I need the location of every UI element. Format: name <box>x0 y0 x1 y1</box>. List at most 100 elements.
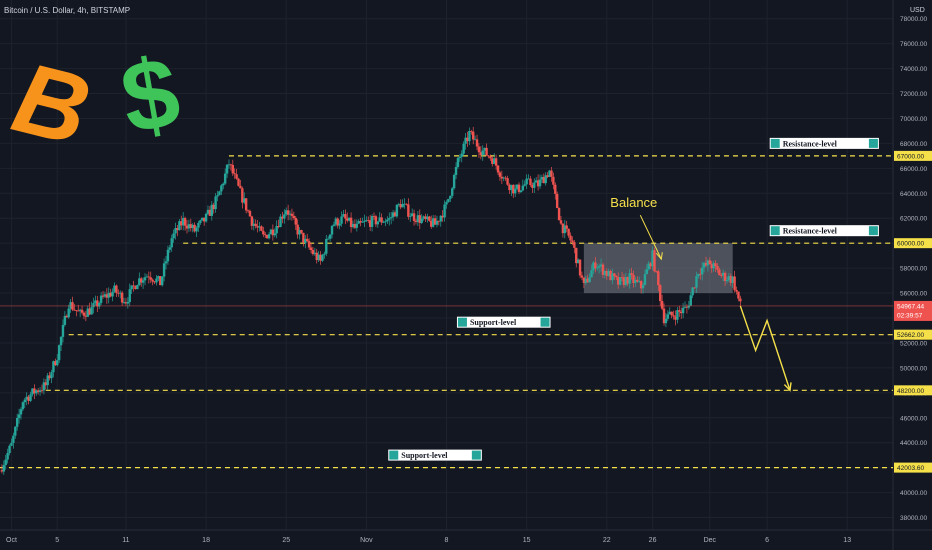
candle-body <box>132 285 135 287</box>
candle-body <box>521 185 525 191</box>
candle-body <box>35 390 38 394</box>
candle-body <box>737 291 740 299</box>
candle-body <box>302 232 305 243</box>
candle-body <box>65 315 68 318</box>
projection-path <box>739 305 791 391</box>
candle-body <box>201 217 204 221</box>
candle-body <box>330 225 334 235</box>
candle-body <box>229 164 233 166</box>
candle-body <box>643 274 647 285</box>
candle-body <box>443 204 446 218</box>
time-axis[interactable]: Oct 5 11 18 25 Nov 8 15 22 26 Dec 6 13 <box>6 537 851 544</box>
candle-body <box>21 402 25 410</box>
candle-body <box>559 220 563 224</box>
candle-body <box>494 158 498 166</box>
candle-body <box>342 214 345 217</box>
candle-body <box>691 287 694 296</box>
candle-body <box>626 277 629 284</box>
candle-body <box>290 213 294 216</box>
candle-body <box>678 310 681 312</box>
candle-body <box>546 175 549 178</box>
candle-body <box>380 217 383 223</box>
candle-body <box>649 263 652 267</box>
candle-body <box>260 226 263 231</box>
candle-body <box>185 225 189 229</box>
candle-body <box>155 278 158 283</box>
candle-body <box>119 292 122 294</box>
price-axis[interactable]: 38000.0040000.0042000.0044000.0046000.00… <box>900 16 927 522</box>
candle-body <box>409 216 412 217</box>
candle-body <box>588 277 591 283</box>
y-tick-label: 64000.00 <box>900 191 927 198</box>
candle-body <box>246 210 250 212</box>
candle-body <box>426 216 429 220</box>
candle-body <box>596 267 599 269</box>
candle-body <box>288 213 292 215</box>
candle-body <box>309 247 313 251</box>
candle-body <box>517 184 521 193</box>
candle-body <box>475 139 479 147</box>
candle-body <box>567 228 570 236</box>
candle-body <box>193 224 196 232</box>
candle-body <box>14 426 17 436</box>
candle-body <box>264 234 267 236</box>
candle-body <box>231 164 234 174</box>
candle-body <box>384 221 387 223</box>
y-tick-label: 78000.00 <box>900 16 927 23</box>
candle-body <box>401 203 404 208</box>
y-tick-label: 70000.00 <box>900 116 927 123</box>
candle-body <box>300 230 303 233</box>
candle-body <box>15 418 19 427</box>
candle-body <box>208 209 212 216</box>
candle-body <box>325 238 328 254</box>
candle-body <box>557 208 561 221</box>
candle-body <box>439 215 442 222</box>
candle-body <box>82 312 86 316</box>
candle-body <box>586 278 589 283</box>
candle-body <box>334 218 338 225</box>
candle-body <box>573 242 576 248</box>
candle-body <box>670 311 673 316</box>
candle-body <box>92 303 95 308</box>
candle-body <box>311 250 315 255</box>
candle-body <box>485 147 488 156</box>
candle-body <box>683 306 687 308</box>
candle-body <box>733 276 736 290</box>
candle-body <box>36 390 40 392</box>
candle-body <box>414 220 418 223</box>
candle-body <box>27 396 30 401</box>
candle-body <box>191 224 194 229</box>
x-tick-label: 8 <box>445 537 449 544</box>
x-tick-label: 11 <box>122 537 129 544</box>
level-axis-label: 67000.00 <box>897 153 924 160</box>
candle-body <box>63 315 67 325</box>
candle-body <box>393 212 397 217</box>
candle-body <box>243 198 246 203</box>
candle-body <box>56 360 59 366</box>
y-tick-label: 66000.00 <box>900 166 927 173</box>
candle-body <box>159 276 162 286</box>
candle-body <box>109 292 112 297</box>
candle-body <box>481 150 484 156</box>
candle-body <box>262 230 265 235</box>
balance-label: Balance <box>610 195 657 210</box>
candle-body <box>594 262 597 269</box>
candle-body <box>202 217 206 222</box>
candle-body <box>117 292 120 294</box>
candle-body <box>160 276 164 286</box>
candle-body <box>317 254 320 261</box>
candle-body <box>189 224 193 229</box>
candle-body <box>77 310 80 312</box>
candle-body <box>617 277 620 285</box>
candle-body <box>176 228 179 231</box>
candle-body <box>19 409 23 415</box>
candle-body <box>441 215 444 218</box>
candle-body <box>172 233 175 239</box>
candle-body <box>504 177 507 179</box>
candle-body <box>407 204 410 217</box>
candle-body <box>54 361 57 366</box>
candle-body <box>420 218 423 223</box>
candle-body <box>269 229 273 235</box>
